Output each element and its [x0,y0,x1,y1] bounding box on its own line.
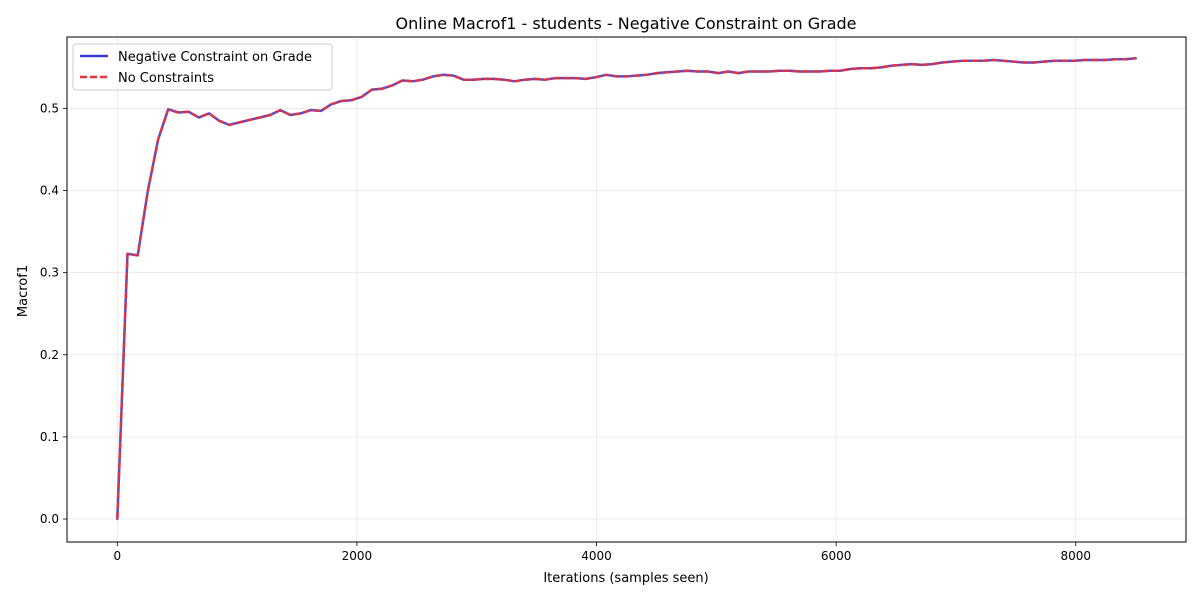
plot-frame [66,36,1187,543]
y-tick-label: 0.2 [40,348,59,362]
y-tick-label: 0.1 [40,430,59,444]
y-axis-label: Macrof1 [16,265,31,317]
y-tick-label: 0.5 [40,101,59,115]
y-tick-label: 0.4 [40,184,59,198]
y-tick-label: 0.3 [40,266,59,280]
series-lines [116,57,1137,521]
y-tick-label: 0.0 [40,512,59,526]
series-line-no-constraints [116,57,1136,520]
x-tick-label: 8000 [1061,549,1092,563]
chart-title: Online Macrof1 - students - Negative Con… [395,14,856,33]
y-axis-ticks: 0.0 0.1 0.2 0.3 0.4 0.5 [40,101,67,526]
x-tick-label: 0 [113,549,121,563]
legend-label-no-constraints: No Constraints [118,71,214,86]
grid [67,37,1186,542]
x-axis-label: Iterations (samples seen) [543,571,708,586]
x-tick-label: 4000 [581,549,612,563]
x-tick-label: 6000 [821,549,852,563]
legend: Negative Constraint on Grade No Constrai… [72,43,333,91]
legend-label-negative-constraint: Negative Constraint on Grade [118,50,312,65]
legend-box [72,43,333,91]
x-tick-label: 2000 [342,549,373,563]
x-axis-ticks: 0 2000 4000 6000 8000 [113,542,1091,563]
